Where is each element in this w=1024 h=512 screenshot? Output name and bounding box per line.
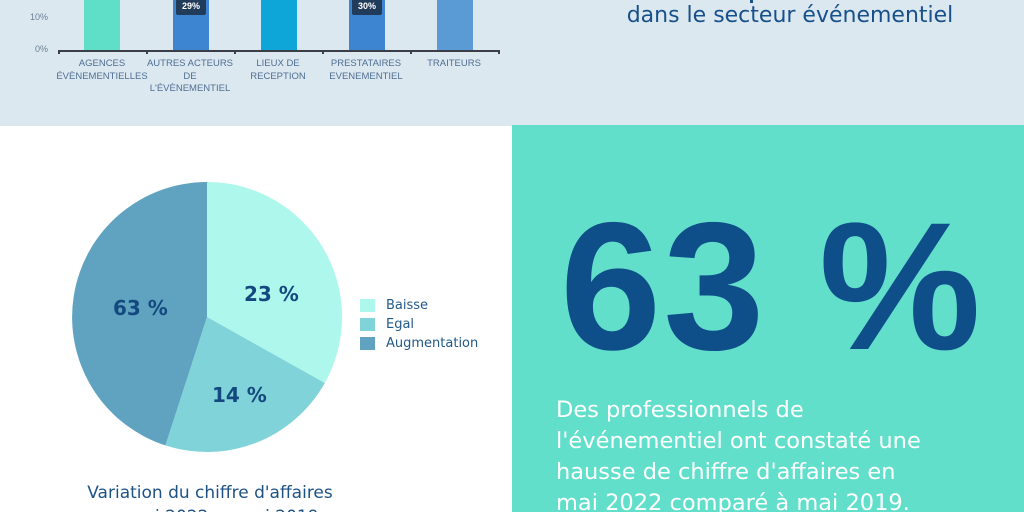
axis-tick [410, 50, 412, 54]
bar-value-label: 30% [352, 0, 382, 15]
x-category-traiteurs: TRAITEURS [427, 58, 481, 69]
x-category-autres-acteurs: AUTRES ACTEURS DE L'ÉVÈNEMENTIEL [146, 58, 234, 94]
legend-swatch-icon [360, 318, 375, 331]
stat-panel: 63 % Des professionnels de l'événementie… [512, 125, 1024, 512]
pie-chart [72, 181, 343, 452]
x-category-prestataires: PRESTATAIRES EVENEMENTIEL [329, 58, 403, 82]
stat-description: Des professionnels de l'événementiel ont… [556, 397, 921, 512]
legend-item-augmentation: Augmentation [360, 334, 478, 353]
bar-chart: 10% 0% 29% 30% AGENCES ÉVÈNEMENTIELLES A… [0, 0, 512, 126]
pie-label-baisse: 23 % [244, 282, 299, 306]
axis-tick [322, 50, 324, 54]
pie-label-egal: 14 % [212, 383, 267, 407]
stat-value: 63 % [560, 184, 983, 388]
axis-tick [234, 50, 236, 54]
bar-lieux-reception [261, 0, 297, 50]
pie-caption: Variation du chiffre d'affaires en mai 2… [87, 483, 333, 512]
pie-slice-baisse [207, 181, 343, 383]
cropped-text-fragment [750, 0, 753, 3]
legend-item-egal: Egal [360, 315, 478, 334]
bar-traiteurs [437, 0, 473, 50]
x-category-lieux: LIEUX DE RECEPTION [250, 58, 306, 82]
top-band [0, 0, 1024, 126]
axis-tick [58, 50, 60, 54]
legend-swatch-icon [360, 337, 375, 350]
axis-tick [146, 50, 148, 54]
y-tick-0: 0% [34, 44, 48, 54]
pie-slice-augmentation [72, 182, 207, 446]
bar-agences [84, 0, 120, 50]
legend-item-baisse: Baisse [360, 296, 478, 315]
x-category-agences: AGENCES ÉVÈNEMENTIELLES [56, 58, 148, 82]
axis-tick [498, 50, 500, 54]
headline: dans le secteur événementiel [626, 3, 954, 28]
legend-swatch-icon [360, 299, 375, 312]
x-axis [58, 50, 499, 52]
bar-value-label: 29% [176, 0, 206, 15]
y-tick-10: 10% [29, 12, 48, 22]
pie-label-augmentation: 63 % [113, 296, 168, 320]
pie-slice-egal [165, 317, 325, 452]
pie-legend: Baisse Egal Augmentation [360, 296, 478, 353]
